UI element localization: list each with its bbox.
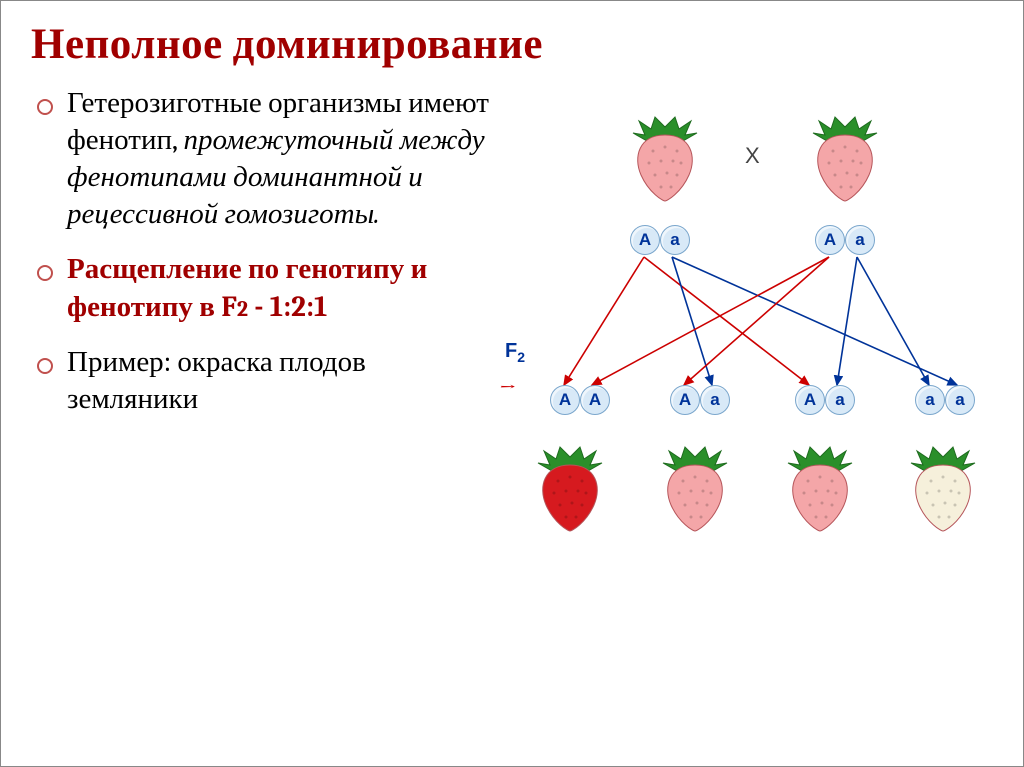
inheritance-edge bbox=[684, 257, 829, 385]
f2-alleles-3: Aa bbox=[795, 385, 855, 415]
inheritance-edge bbox=[672, 257, 712, 385]
bullet-3: Пример: окраска плодов земляники bbox=[35, 344, 495, 418]
inheritance-edge bbox=[857, 257, 929, 385]
allele-circle: A bbox=[795, 385, 825, 415]
pink-berry-f2-2 bbox=[780, 445, 850, 525]
f2-alleles-4: aa bbox=[915, 385, 975, 415]
content-row: Гетерозиготные организмы имеют фенотип, … bbox=[1, 75, 1023, 645]
inheritance-edge bbox=[592, 257, 829, 385]
slide: Неполное доминирование Гетерозиготные ор… bbox=[0, 0, 1024, 767]
bullet-2-text-b: - 1:2:1 bbox=[248, 291, 327, 324]
bullet-list: Гетерозиготные организмы имеют фенотип, … bbox=[35, 85, 495, 645]
parent-alleles-1: Aa bbox=[630, 225, 690, 255]
bullet-3-text: Пример: окраска плодов земляники bbox=[67, 346, 366, 416]
allele-circle: a bbox=[945, 385, 975, 415]
f2-alleles-2: Aa bbox=[670, 385, 730, 415]
inheritance-edge bbox=[672, 257, 957, 385]
allele-circle: a bbox=[845, 225, 875, 255]
inheritance-edge bbox=[644, 257, 809, 385]
bullet-2: Расщепление по генотипу и фенотипу в F2 … bbox=[35, 251, 495, 325]
f2-label: F2 bbox=[505, 340, 525, 365]
allele-circle: A bbox=[815, 225, 845, 255]
red-berry bbox=[530, 445, 600, 525]
f2-alleles-1: AA bbox=[550, 385, 610, 415]
inheritance-edge bbox=[837, 257, 857, 385]
parent-alleles-2: Aa bbox=[815, 225, 875, 255]
allele-circle: A bbox=[670, 385, 700, 415]
arrow-icon: → bbox=[499, 375, 516, 401]
allele-circle: A bbox=[550, 385, 580, 415]
allele-circle: A bbox=[630, 225, 660, 255]
bullet-2-sub: 2 bbox=[237, 296, 248, 322]
allele-circle: a bbox=[915, 385, 945, 415]
slide-title: Неполное доминирование bbox=[1, 1, 1023, 75]
cross-symbol: X bbox=[745, 143, 760, 169]
allele-circle: A bbox=[580, 385, 610, 415]
inheritance-lines bbox=[495, 85, 1005, 645]
allele-circle: a bbox=[700, 385, 730, 415]
inheritance-edge bbox=[564, 257, 644, 385]
allele-circle: a bbox=[825, 385, 855, 415]
allele-circle: a bbox=[660, 225, 690, 255]
white-berry bbox=[903, 445, 973, 525]
pink-berry-p2 bbox=[805, 115, 875, 195]
genetics-diagram: XAaAaF2→AAAaAaaa bbox=[495, 85, 1003, 645]
pink-berry-f2-1 bbox=[655, 445, 725, 525]
pink-berry-p1 bbox=[625, 115, 695, 195]
bullet-1: Гетерозиготные организмы имеют фенотип, … bbox=[35, 85, 495, 233]
